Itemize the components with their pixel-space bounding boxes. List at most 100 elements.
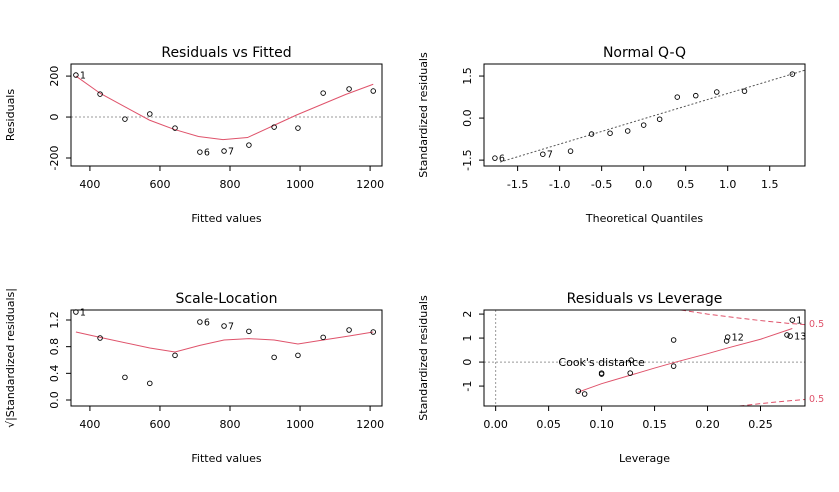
x-tick-label: -1.5 (507, 178, 528, 191)
y-tick-label: 2 (461, 311, 474, 318)
panel-title: Scale-Location (176, 291, 278, 307)
point-label: 7 (228, 147, 234, 158)
point (295, 352, 301, 359)
point (147, 380, 153, 387)
y-tick-label: -1 (461, 381, 474, 392)
x-tick-label: 1.0 (719, 178, 737, 191)
x-tick-label: 0.00 (483, 418, 508, 431)
point (346, 327, 352, 333)
point (575, 388, 582, 394)
x-tick-label: 0.10 (589, 418, 614, 431)
y-tick-label: 200 (48, 66, 61, 87)
panel: Normal Q-Q Theoretical Quantiles Standardi… (417, 45, 806, 225)
point-label: 1 (796, 316, 802, 327)
y-tick-label: 1 (461, 335, 474, 342)
plot-frame (70, 63, 383, 167)
panel: Residuals vs Fitted Fitted values Residual… (4, 45, 384, 225)
smooth-line (75, 331, 374, 353)
y-tick-label: 1.5 (461, 67, 474, 85)
point (97, 91, 103, 97)
point (172, 125, 178, 131)
x-tick-label: -1.0 (549, 178, 570, 191)
point (346, 86, 352, 92)
cooks-line (739, 399, 805, 406)
cooks-level-label: 0.5 (809, 319, 824, 330)
point (197, 149, 203, 155)
y-tick-label: 0.4 (48, 365, 61, 383)
point (97, 335, 103, 341)
point (73, 72, 79, 78)
point (627, 370, 633, 376)
point-label: 7 (547, 150, 553, 161)
y-axis-label: Standardized residuals (417, 295, 430, 421)
point (598, 371, 605, 377)
cooks-level-label: 0.5 (809, 394, 824, 405)
point (172, 352, 178, 359)
y-tick-label: 0 (48, 114, 61, 121)
point (656, 116, 663, 122)
point (787, 333, 793, 339)
x-tick-label: 0.25 (748, 418, 773, 431)
x-tick-label: 0.5 (677, 178, 695, 191)
cooks-line (680, 310, 805, 326)
y-tick-label: 0 (461, 359, 474, 366)
point (320, 334, 326, 341)
plot-area (484, 310, 805, 406)
x-tick-label: 1.5 (761, 178, 779, 191)
y-tick-label: -200 (48, 146, 61, 171)
point-label: 6 (204, 148, 210, 159)
x-tick-label: 1200 (356, 418, 384, 431)
point (221, 148, 227, 154)
plot-frame (483, 309, 806, 407)
panel: Residuals vs Leverage Leverage Standardize… (417, 291, 824, 465)
point (581, 391, 588, 397)
x-tick-label: 800 (220, 178, 241, 191)
plot-frame (70, 309, 383, 407)
y-axis-label: √|Standardized residuals| (4, 288, 17, 428)
x-axis-label: Theoretical Quantiles (585, 212, 703, 225)
x-tick-label: 600 (149, 178, 170, 191)
point-label: 1 (80, 71, 86, 82)
point (588, 131, 595, 137)
plot-area (71, 75, 382, 141)
point (492, 155, 498, 161)
point (271, 124, 277, 130)
point-label: 1 (80, 308, 86, 319)
point (221, 323, 227, 329)
plot-area (499, 69, 805, 163)
cooks-label: Cook's distance (558, 356, 645, 369)
point-label: 6 (204, 318, 210, 329)
point (789, 71, 796, 77)
point (271, 354, 277, 361)
point (714, 89, 720, 95)
point (723, 338, 730, 344)
point-label: 12 (732, 333, 744, 344)
x-tick-label: 1200 (356, 178, 384, 191)
point (122, 374, 128, 381)
plot-area (75, 331, 374, 353)
x-axis-label: Fitted values (191, 212, 262, 225)
x-tick-label: 0.15 (642, 418, 667, 431)
panel-title: Residuals vs Leverage (567, 291, 723, 307)
y-tick-label: 0.0 (461, 109, 474, 127)
y-tick-label: 0.0 (48, 391, 61, 409)
point (295, 125, 301, 131)
point (670, 337, 677, 343)
point (724, 334, 731, 340)
y-axis-label: Standardized residuals (417, 52, 430, 178)
point (628, 357, 635, 363)
point (567, 148, 574, 154)
point (674, 94, 681, 100)
point (320, 90, 326, 96)
point (197, 319, 203, 325)
x-axis-label: Leverage (619, 452, 670, 465)
point (670, 363, 677, 369)
point (246, 328, 252, 335)
x-tick-label: 600 (149, 418, 170, 431)
x-tick-label: 0.20 (695, 418, 720, 431)
point-label: 6 (499, 154, 505, 165)
x-tick-label: 400 (79, 178, 100, 191)
point (607, 130, 613, 136)
smooth-line (75, 75, 374, 141)
point (370, 88, 376, 94)
